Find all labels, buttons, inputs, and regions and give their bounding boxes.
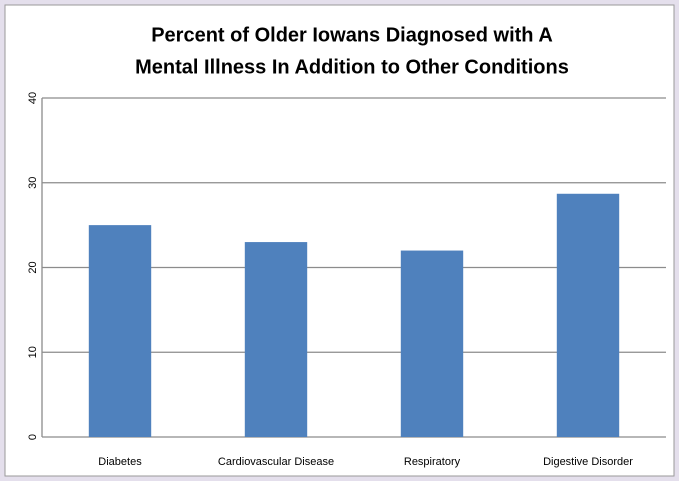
- chart-title: Percent of Older Iowans Diagnosed with A: [151, 24, 553, 46]
- bar: [244, 242, 308, 437]
- x-tick-label: Cardiovascular Disease: [218, 456, 334, 468]
- x-tick-label: Digestive Disorder: [543, 456, 633, 468]
- y-tick-label: 10: [27, 346, 39, 358]
- y-tick-label: 0: [27, 434, 39, 440]
- bar: [556, 193, 620, 437]
- bar: [400, 250, 464, 437]
- y-tick-label: 30: [27, 177, 39, 189]
- x-tick-label: Respiratory: [404, 456, 461, 468]
- chart-title: Mental Illness In Addition to Other Cond…: [135, 56, 569, 78]
- y-tick-label: 40: [27, 92, 39, 104]
- x-tick-label: Diabetes: [98, 456, 142, 468]
- bar: [88, 225, 152, 437]
- y-tick-label: 20: [27, 261, 39, 273]
